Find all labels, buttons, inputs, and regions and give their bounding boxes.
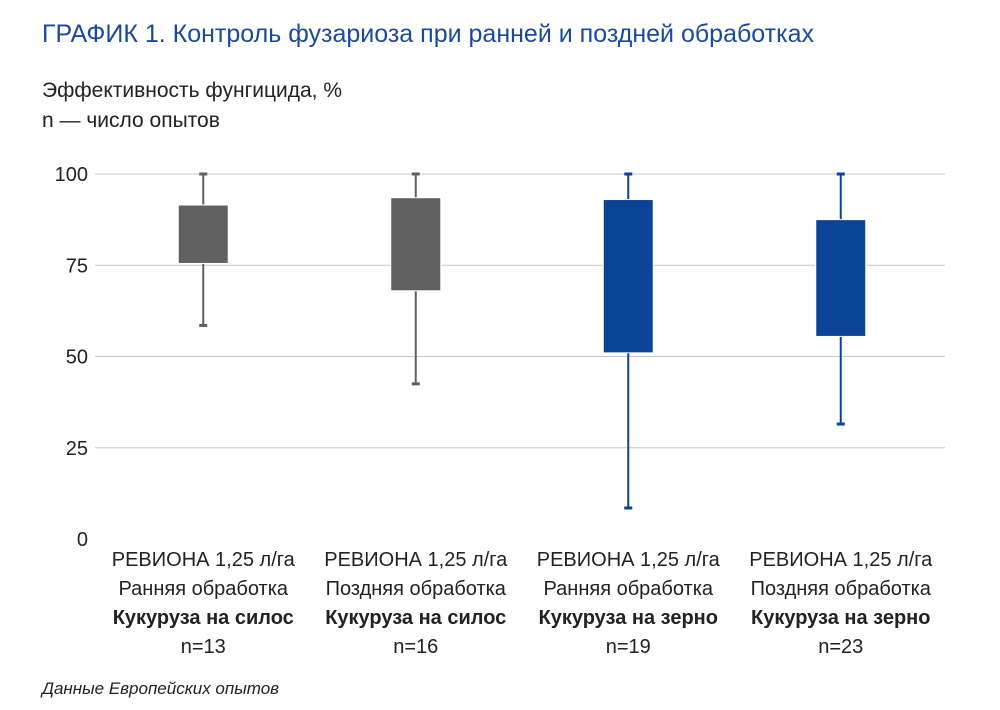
category-sample-size: n=23 — [818, 636, 864, 658]
category-crop: Кукуруза на зерно — [538, 607, 718, 629]
category-sample-size: n=19 — [605, 636, 651, 658]
category-product: РЕВИОНА 1,25 л/га — [536, 549, 720, 571]
chart-title: ГРАФИК 1. Контроль фузариоза при ранней … — [42, 20, 814, 48]
box — [390, 197, 442, 292]
category-label: РЕВИОНА 1,25 л/га Поздняя обработка Кукуру… — [736, 546, 946, 662]
y-axis-label: Эффективность фунгицида, % n — число опы… — [42, 76, 342, 136]
category-product: РЕВИОНА 1,25 л/га — [749, 549, 933, 571]
category-label: РЕВИОНА 1,25 л/га Ранняя обработка Кукуруз… — [98, 546, 308, 662]
category-crop: Кукуруза на силос — [112, 607, 294, 629]
box — [602, 199, 654, 354]
category-product: РЕВИОНА 1,25 л/га — [111, 549, 295, 571]
y-tick-label: 50 — [66, 347, 88, 369]
category-crop: Кукуруза на зерно — [751, 607, 931, 629]
category-timing: Поздняя обработка — [325, 578, 506, 600]
category-label: РЕВИОНА 1,25 л/га Поздняя обработка Кукуру… — [311, 546, 521, 662]
y-tick-label: 25 — [66, 438, 88, 460]
category-label: РЕВИОНА 1,25 л/га Ранняя обработка Кукуруз… — [523, 546, 733, 662]
category-crop: Кукуруза на силос — [325, 607, 507, 629]
y-tick-label: 0 — [77, 529, 88, 551]
y-axis-label-line-1: Эффективность фунгицида, % — [42, 79, 342, 102]
category-timing: Ранняя обработка — [118, 578, 289, 600]
category-sample-size: n=16 — [393, 636, 439, 658]
y-tick-label: 75 — [66, 255, 88, 277]
category-product: РЕВИОНА 1,25 л/га — [324, 549, 508, 571]
box — [815, 219, 867, 337]
data-source-note: Данные Европейских опытов — [42, 679, 280, 698]
category-timing: Ранняя обработка — [543, 578, 714, 600]
box — [177, 204, 229, 264]
category-timing: Поздняя обработка — [750, 578, 931, 600]
category-sample-size: n=13 — [180, 636, 226, 658]
y-tick-label: 100 — [55, 164, 88, 186]
y-axis-label-line-2: n — число опытов — [42, 109, 220, 132]
